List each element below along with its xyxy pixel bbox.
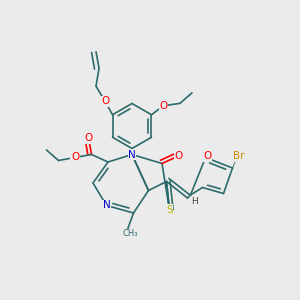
Text: O: O bbox=[159, 101, 168, 111]
Text: O: O bbox=[84, 133, 93, 143]
Text: N: N bbox=[128, 149, 136, 160]
Text: H: H bbox=[192, 196, 198, 206]
Text: Br: Br bbox=[233, 151, 244, 161]
Text: S: S bbox=[166, 205, 173, 215]
Text: CH₃: CH₃ bbox=[123, 230, 138, 238]
Text: O: O bbox=[101, 96, 109, 106]
Text: O: O bbox=[174, 151, 183, 161]
Text: N: N bbox=[103, 200, 110, 211]
Text: O: O bbox=[71, 152, 79, 163]
Text: O: O bbox=[203, 151, 211, 161]
